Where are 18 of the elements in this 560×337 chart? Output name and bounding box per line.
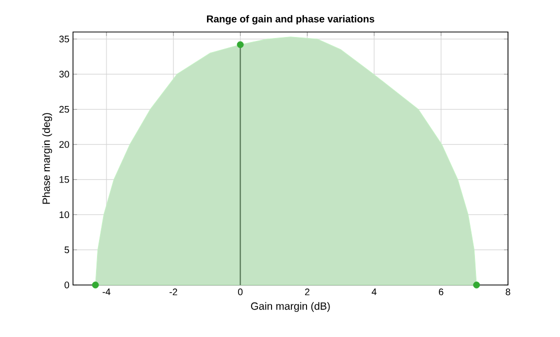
x-tick-label: -2 bbox=[170, 288, 178, 296]
x-tick-label: 6 bbox=[438, 288, 444, 296]
x-axis-title: Gain margin (dB) bbox=[251, 302, 330, 312]
x-tick-label: 2 bbox=[305, 288, 310, 296]
y-tick-label: 0 bbox=[64, 282, 70, 288]
y-tick-label: 5 bbox=[64, 246, 70, 254]
x-tick-label: 8 bbox=[506, 288, 510, 296]
x-tick-label: 0 bbox=[238, 288, 243, 296]
y-tick-label: 10 bbox=[60, 211, 70, 218]
y-tick-label: 35 bbox=[59, 36, 70, 42]
x-tick-label: 4 bbox=[372, 288, 377, 296]
y-tick-label: 20 bbox=[59, 141, 70, 148]
y-tick-label: 15 bbox=[60, 176, 70, 183]
x-tick-label: -4 bbox=[102, 288, 110, 296]
y-tick-label: 30 bbox=[59, 70, 70, 78]
chart-title: Range of gain and phase variations bbox=[206, 15, 374, 24]
y-axis-title: Phase margin (deg) bbox=[42, 113, 52, 204]
y-tick-label: 25 bbox=[59, 106, 70, 113]
